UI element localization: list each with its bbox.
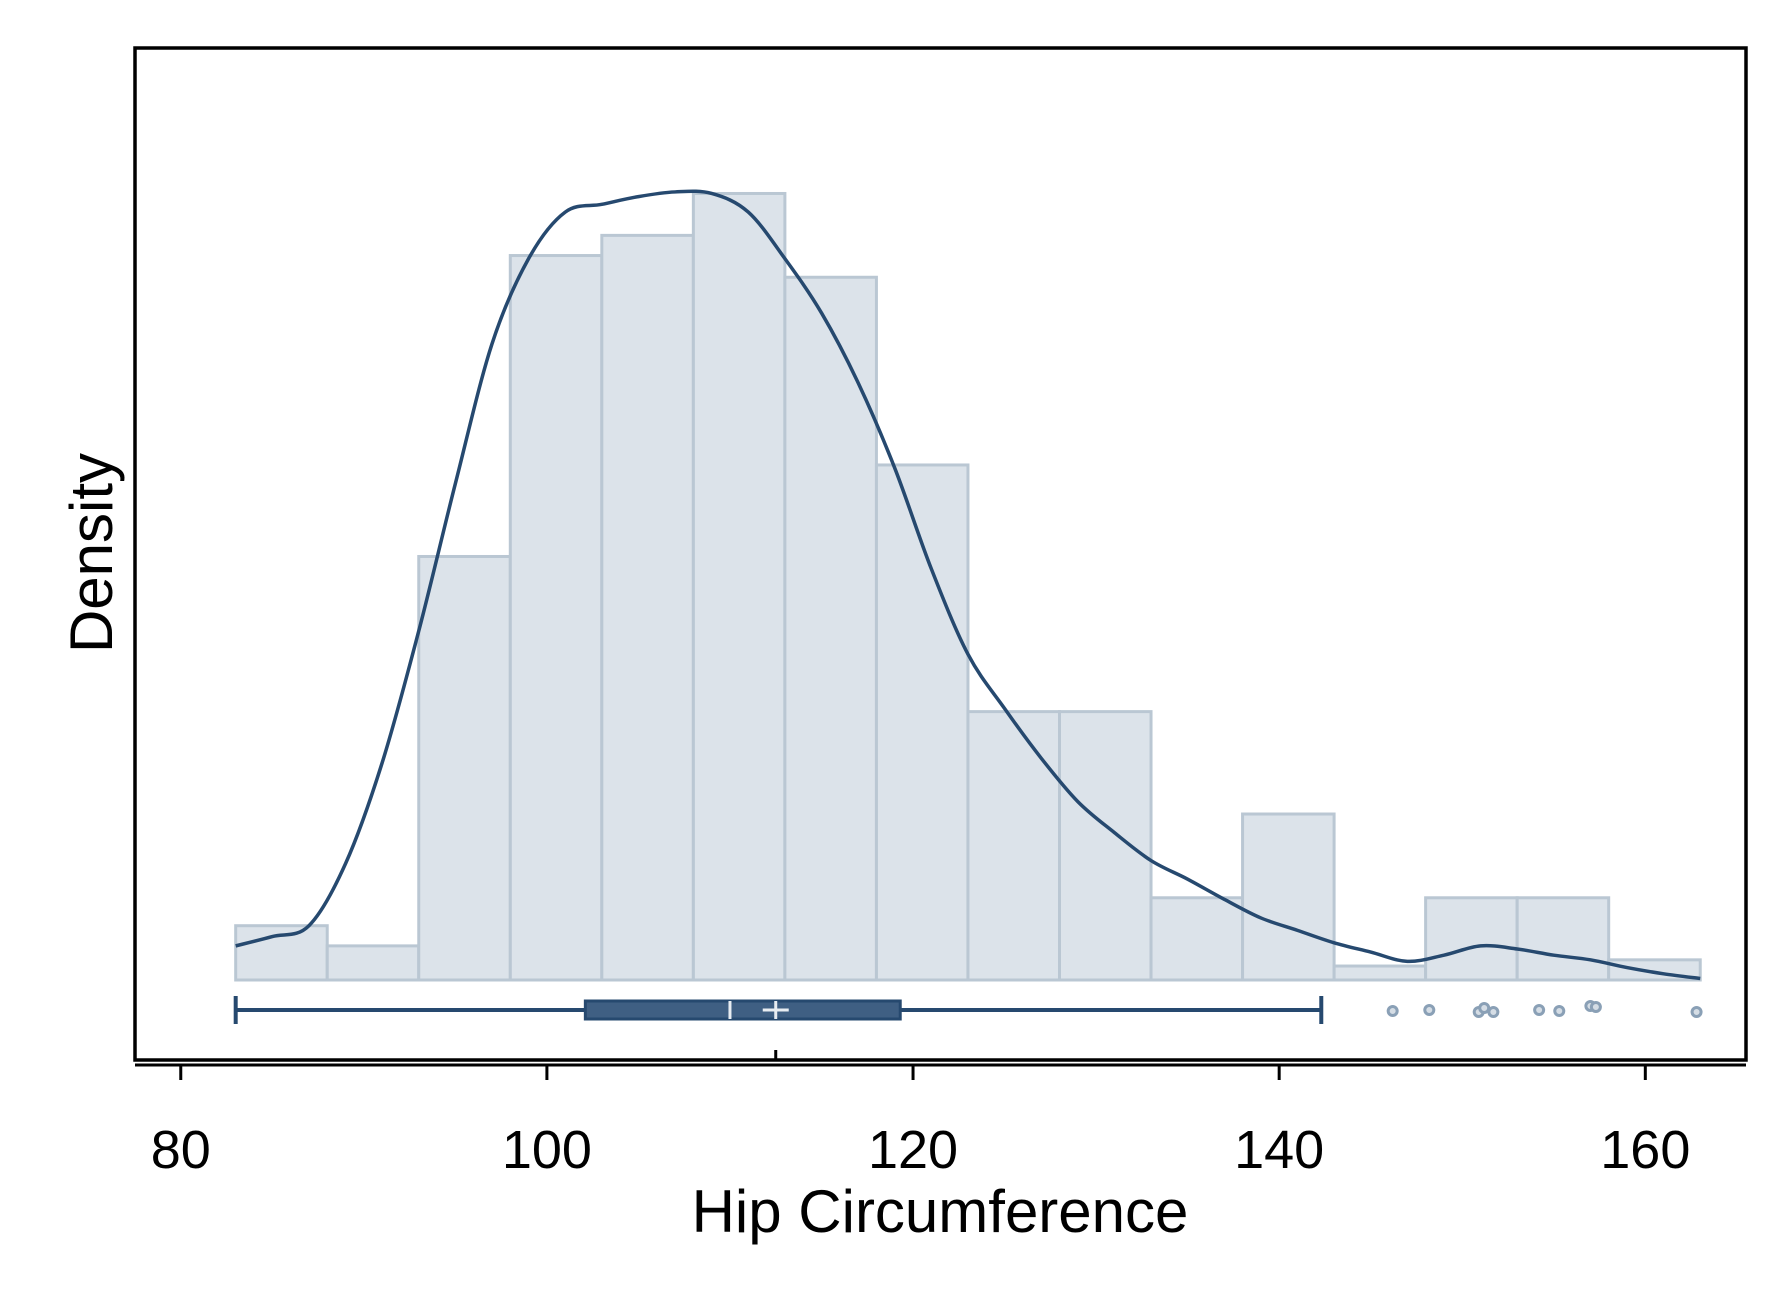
histogram-bars — [234, 191, 1702, 982]
density-curve — [235, 189, 1701, 981]
x-tick-label: 160 — [1600, 1120, 1690, 1180]
histogram-bar — [691, 191, 787, 982]
x-tick-label: 80 — [151, 1120, 211, 1180]
histogram-bar — [508, 254, 604, 982]
histogram-bar — [417, 554, 512, 982]
histogram-bar — [600, 233, 695, 982]
x-tick-label: 120 — [868, 1120, 958, 1180]
histogram-bar — [1424, 896, 1519, 982]
histogram-bar — [1241, 812, 1336, 982]
histogram-bar — [966, 710, 1061, 982]
outlier-point — [1386, 1005, 1399, 1017]
outlier-point — [1478, 1002, 1491, 1014]
histogram-bar — [1332, 964, 1428, 982]
x-tick-label: 140 — [1234, 1120, 1324, 1180]
outlier-point — [1690, 1006, 1703, 1018]
interquartile-box — [583, 999, 902, 1021]
plot-frame — [133, 46, 1748, 1062]
histogram-bar — [1515, 896, 1611, 982]
y-axis-title: Density — [58, 453, 125, 653]
histogram-bar — [1057, 710, 1153, 982]
x-tick-label: 100 — [502, 1120, 592, 1180]
histogram-bar — [874, 463, 970, 982]
x-axis-ticks: 80 100 120 140 160 — [151, 1050, 1690, 1180]
box-plot — [233, 996, 1703, 1024]
outlier-point — [1487, 1006, 1500, 1018]
histogram-bar — [1149, 896, 1245, 982]
outlier-point — [1533, 1004, 1546, 1016]
histogram-bar — [783, 275, 878, 982]
outlier-point — [1423, 1004, 1436, 1016]
outlier-point — [1589, 1001, 1602, 1013]
outlier-point — [1553, 1005, 1566, 1017]
x-axis-title: Hip Circumference — [692, 1178, 1189, 1245]
histogram-bar — [325, 944, 421, 982]
